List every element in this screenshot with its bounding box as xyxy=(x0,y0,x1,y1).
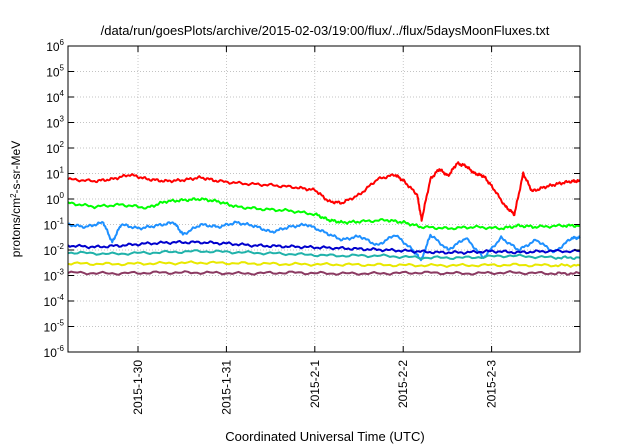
x-axis-label: Coordinated Universal Time (UTC) xyxy=(225,429,424,444)
y-tick-label: 101 xyxy=(46,166,64,182)
y-axis-label-suffix: -s-sr-MeV xyxy=(9,141,23,194)
grid-lines xyxy=(68,46,580,352)
series-line-2 xyxy=(67,197,581,231)
series-line-1 xyxy=(67,161,581,222)
y-axis-label-sup: 2 xyxy=(9,193,18,198)
y-tick-label: 100 xyxy=(46,191,64,207)
y-tick-label: 102 xyxy=(46,140,64,156)
series-line-7 xyxy=(67,270,581,276)
chart-title: /data/run/goesPlots/archive/2015-02-03/1… xyxy=(101,23,550,38)
series-line-6 xyxy=(67,260,581,268)
y-axis-ticks: 10-6 10-5 10-4 10-3 10-2 10-1 100 101 102 103 104 1… xyxy=(44,38,580,360)
x-tick-label: 2015-2-2 xyxy=(396,360,410,408)
y-tick-label: 10-5 xyxy=(44,319,65,335)
y-tick-label: 106 xyxy=(46,38,64,54)
x-tick-label: 2015-1-30 xyxy=(131,360,145,415)
y-tick-label: 104 xyxy=(46,89,64,105)
series-line-5 xyxy=(67,249,580,260)
y-tick-label: 10-1 xyxy=(44,217,65,233)
x-axis-ticks: 2015-1-30 2015-1-31 2015-2-1 2015-2-2 2015-2… xyxy=(131,46,499,415)
y-tick-label: 105 xyxy=(46,64,64,80)
x-tick-label: 2015-2-1 xyxy=(308,360,322,408)
x-tick-label: 2015-1-31 xyxy=(219,360,233,415)
y-axis-label: protons/cm2-s-sr-MeV xyxy=(9,141,24,257)
y-tick-label: 10-3 xyxy=(44,268,65,284)
series-group xyxy=(67,161,581,276)
y-tick-label: 10-4 xyxy=(44,293,65,309)
y-tick-label: 103 xyxy=(46,115,64,131)
y-axis-label-prefix: protons/cm xyxy=(9,198,23,257)
y-tick-label: 10-2 xyxy=(44,242,65,258)
x-tick-label: 2015-2-3 xyxy=(485,360,499,408)
y-tick-label: 10-6 xyxy=(44,344,65,360)
series-line-3 xyxy=(67,220,581,262)
series-line-4 xyxy=(67,240,580,255)
